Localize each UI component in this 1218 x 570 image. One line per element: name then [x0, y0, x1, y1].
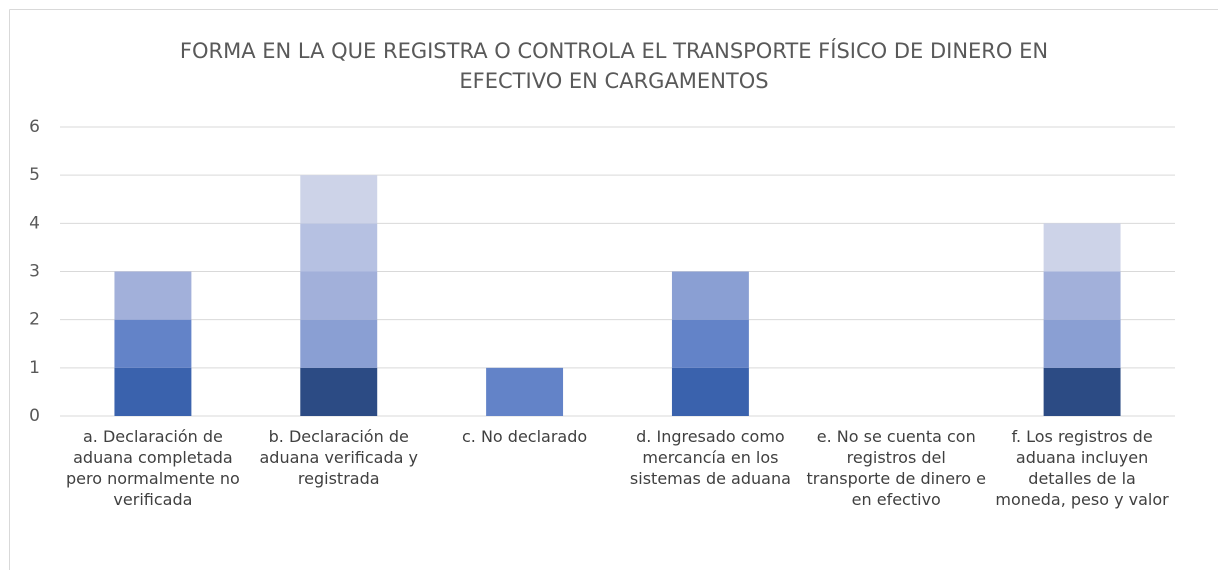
bar-segment [300, 367, 378, 416]
bar-segment [1043, 271, 1121, 320]
y-tick-label: 4 [29, 213, 40, 233]
x-tick-label: a. Declaración de aduana completada pero… [65, 427, 240, 509]
bar-segment [300, 319, 378, 368]
bar-segment [300, 175, 378, 224]
bar-segment [114, 367, 192, 416]
bar-segment [114, 271, 192, 320]
bar-segment [300, 223, 378, 272]
x-tick-label: f. Los registros de aduana incluyen deta… [995, 427, 1169, 509]
x-tick-label: c. No declarado [461, 427, 588, 446]
y-tick-label: 3 [29, 262, 40, 282]
x-tick-label: d. Ingresado como mercancía en los siste… [629, 427, 791, 488]
y-tick-label: 1 [29, 358, 40, 378]
bar-segment [671, 367, 749, 416]
bar-segment [671, 319, 749, 368]
chart-title: FORMA EN LA QUE REGISTRA O CONTROLA EL T… [179, 39, 1049, 93]
y-tick-label: 2 [29, 310, 40, 330]
y-tick-label: 0 [29, 406, 40, 426]
x-tick-label: b. Declaración de aduana verificada y re… [259, 427, 418, 488]
y-tick-label: 6 [29, 117, 40, 137]
y-tick-label: 5 [29, 165, 40, 185]
bar-segment [1043, 223, 1121, 272]
bar-segment [486, 367, 564, 416]
bar-segment [671, 271, 749, 320]
bar-segment [114, 319, 192, 368]
bar-segment [300, 271, 378, 320]
bar-segment [1043, 367, 1121, 416]
bar-segment [1043, 319, 1121, 368]
x-tick-label: e. No se cuenta con registros del transp… [806, 427, 986, 509]
